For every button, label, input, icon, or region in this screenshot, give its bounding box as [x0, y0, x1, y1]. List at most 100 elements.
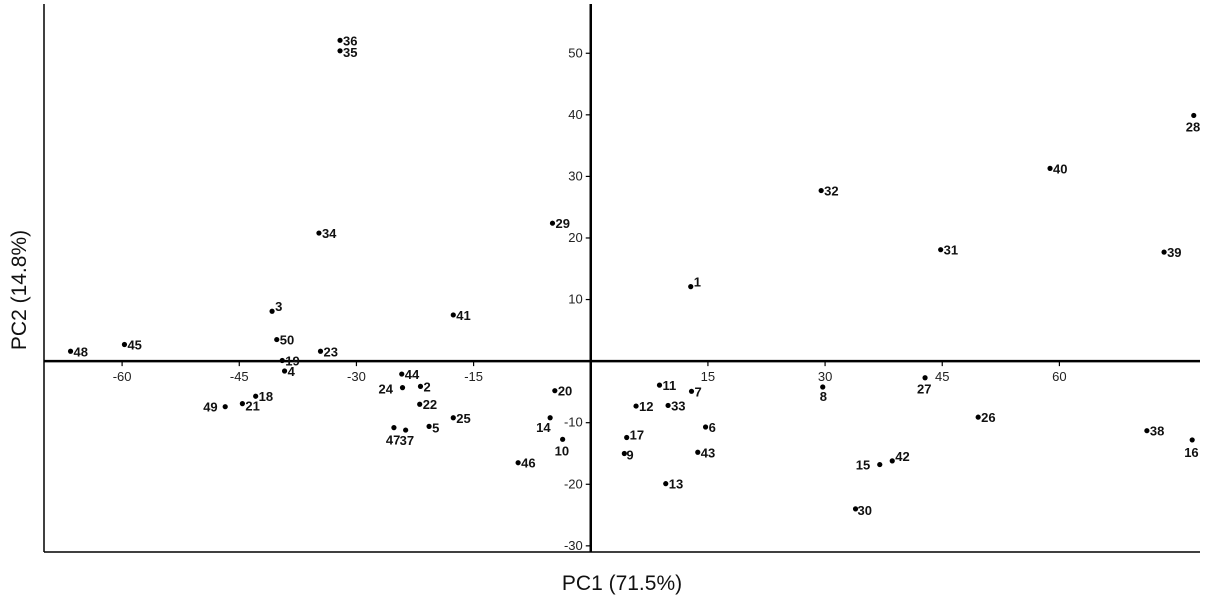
data-point [852, 506, 859, 512]
data-point [317, 348, 324, 354]
data-point [702, 424, 709, 430]
point-label: 47 [386, 433, 400, 448]
data-point [552, 388, 558, 394]
point-label: 49 [203, 400, 217, 415]
point-label: 7 [695, 384, 702, 399]
data-point [515, 460, 521, 466]
point-label: 39 [1167, 245, 1181, 260]
point-label: 29 [555, 216, 569, 231]
point-label: 34 [322, 226, 337, 241]
data-point [274, 336, 280, 343]
data-point [975, 414, 981, 420]
point-label: 14 [536, 420, 551, 435]
data-point [1144, 428, 1150, 434]
point-label: 46 [521, 456, 535, 471]
data-point [560, 436, 566, 442]
data-point [253, 393, 259, 399]
data-point [688, 284, 694, 290]
x-axis-title: PC1 (71.5%) [562, 572, 682, 595]
y-tick-label: 20 [568, 230, 582, 245]
x-tick-label: 45 [935, 369, 949, 384]
data-point [279, 357, 285, 364]
point-label: 9 [626, 447, 633, 462]
data-point [1191, 112, 1197, 119]
data-point [621, 450, 627, 457]
point-label: 10 [555, 443, 569, 458]
point-label: 20 [558, 384, 572, 399]
y-tick-label: 50 [568, 45, 582, 60]
x-tick-label: -45 [230, 369, 249, 384]
data-point [889, 458, 895, 464]
data-point [663, 481, 669, 487]
point-label: 11 [662, 378, 676, 393]
data-point [688, 388, 695, 394]
data-point [403, 427, 409, 433]
data-point [938, 247, 944, 253]
data-point [67, 348, 74, 354]
point-label: 37 [400, 433, 414, 448]
data-point [426, 423, 432, 429]
data-point [656, 382, 663, 388]
point-label: 13 [669, 477, 683, 492]
x-tick-label: 60 [1052, 369, 1066, 384]
point-label: 23 [324, 344, 338, 359]
data-point [547, 415, 553, 421]
y-tick-label: 30 [568, 168, 582, 183]
point-label: 32 [824, 184, 838, 199]
data-point [624, 434, 630, 441]
data-point [820, 384, 826, 390]
data-point [450, 415, 456, 421]
data-point [337, 37, 343, 43]
data-point [1161, 249, 1167, 255]
x-tick-label: -30 [347, 369, 366, 384]
point-label: 42 [895, 449, 909, 464]
x-tick-label: -15 [464, 369, 483, 384]
point-label: 3 [275, 299, 282, 314]
point-label: 41 [456, 308, 470, 323]
point-label: 48 [74, 344, 88, 359]
point-label: 6 [709, 420, 716, 435]
data-point [417, 401, 423, 407]
y-tick-label: -30 [564, 538, 583, 553]
data-point [417, 383, 424, 389]
point-label: 36 [343, 33, 357, 48]
y-tick-label: -20 [564, 476, 583, 491]
data-point [222, 404, 228, 410]
data-point [695, 449, 701, 455]
data-point [239, 401, 245, 407]
y-tick-label: 10 [568, 292, 582, 307]
point-label: 21 [245, 399, 259, 414]
data-point [399, 385, 406, 391]
y-tick-label: 40 [568, 107, 582, 122]
point-label: 22 [423, 397, 437, 412]
point-label: 28 [1186, 119, 1200, 134]
x-tick-label: 30 [818, 369, 832, 384]
point-label: 8 [820, 389, 827, 404]
point-label: 16 [1184, 445, 1198, 460]
data-point [549, 220, 556, 226]
data-point [450, 312, 456, 318]
point-label: 17 [630, 427, 644, 442]
point-label: 38 [1150, 424, 1164, 439]
data-point [399, 371, 405, 377]
point-label: 12 [639, 399, 653, 414]
data-point [1047, 165, 1053, 171]
point-label: 31 [944, 243, 958, 258]
point-label: 40 [1053, 161, 1067, 176]
y-axis-title: PC2 (14.8%) [8, 230, 31, 350]
data-point [316, 230, 322, 236]
data-point [391, 425, 397, 431]
point-label: 33 [671, 398, 685, 413]
point-label: 25 [456, 411, 470, 426]
point-label: 45 [127, 337, 141, 352]
point-label: 24 [379, 382, 394, 397]
point-label: 18 [259, 389, 273, 404]
data-point [633, 403, 639, 409]
data-point [1189, 437, 1195, 443]
point-label: 1 [694, 275, 701, 290]
point-label: 19 [285, 354, 299, 369]
point-label: 26 [981, 410, 995, 425]
y-tick-label: -10 [564, 415, 583, 430]
data-point [269, 308, 275, 314]
